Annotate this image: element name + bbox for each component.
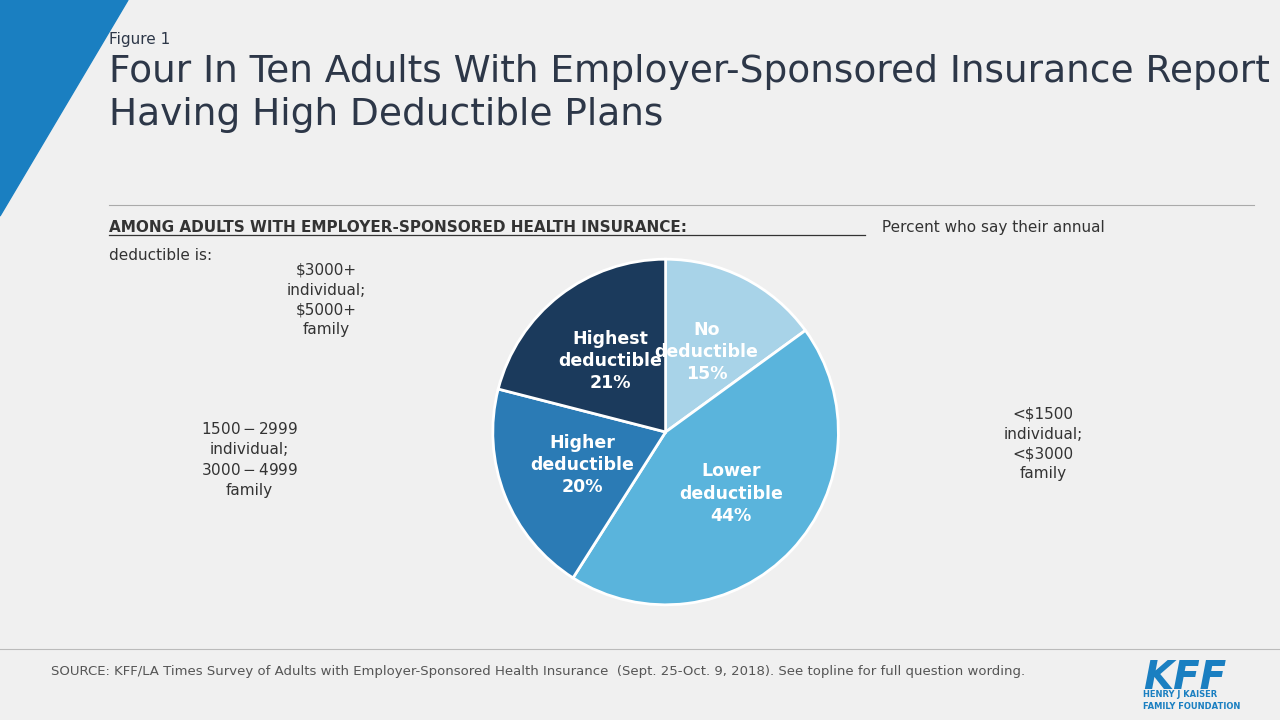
Wedge shape (493, 389, 666, 578)
Text: <$1500
individual;
<$3000
family: <$1500 individual; <$3000 family (1004, 407, 1083, 481)
Text: Highest
deductible
21%: Highest deductible 21% (558, 330, 663, 392)
Wedge shape (666, 259, 805, 432)
Text: Lower
deductible
44%: Lower deductible 44% (680, 462, 783, 525)
Polygon shape (0, 0, 128, 216)
Text: Four In Ten Adults With Employer-Sponsored Insurance Report
Having High Deductib: Four In Ten Adults With Employer-Sponsor… (109, 54, 1270, 133)
Text: deductible is:: deductible is: (109, 248, 212, 264)
Text: No
deductible
15%: No deductible 15% (654, 320, 758, 383)
Text: $1500-$2999
individual;
$3000-$4999
family: $1500-$2999 individual; $3000-$4999 fami… (201, 421, 298, 498)
Text: SOURCE: KFF/LA Times Survey of Adults with Employer-Sponsored Health Insurance  : SOURCE: KFF/LA Times Survey of Adults wi… (51, 665, 1025, 678)
Wedge shape (498, 259, 666, 432)
Text: AMONG ADULTS WITH EMPLOYER-SPONSORED HEALTH INSURANCE:: AMONG ADULTS WITH EMPLOYER-SPONSORED HEA… (109, 220, 687, 235)
Text: $3000+
individual;
$5000+
family: $3000+ individual; $5000+ family (287, 263, 366, 337)
Text: HENRY J KAISER
FAMILY FOUNDATION: HENRY J KAISER FAMILY FOUNDATION (1143, 690, 1240, 711)
Text: Percent who say their annual: Percent who say their annual (877, 220, 1105, 235)
Text: Figure 1: Figure 1 (109, 32, 170, 48)
Wedge shape (573, 330, 838, 605)
Text: KFF: KFF (1143, 659, 1226, 697)
Text: Higher
deductible
20%: Higher deductible 20% (530, 434, 634, 496)
